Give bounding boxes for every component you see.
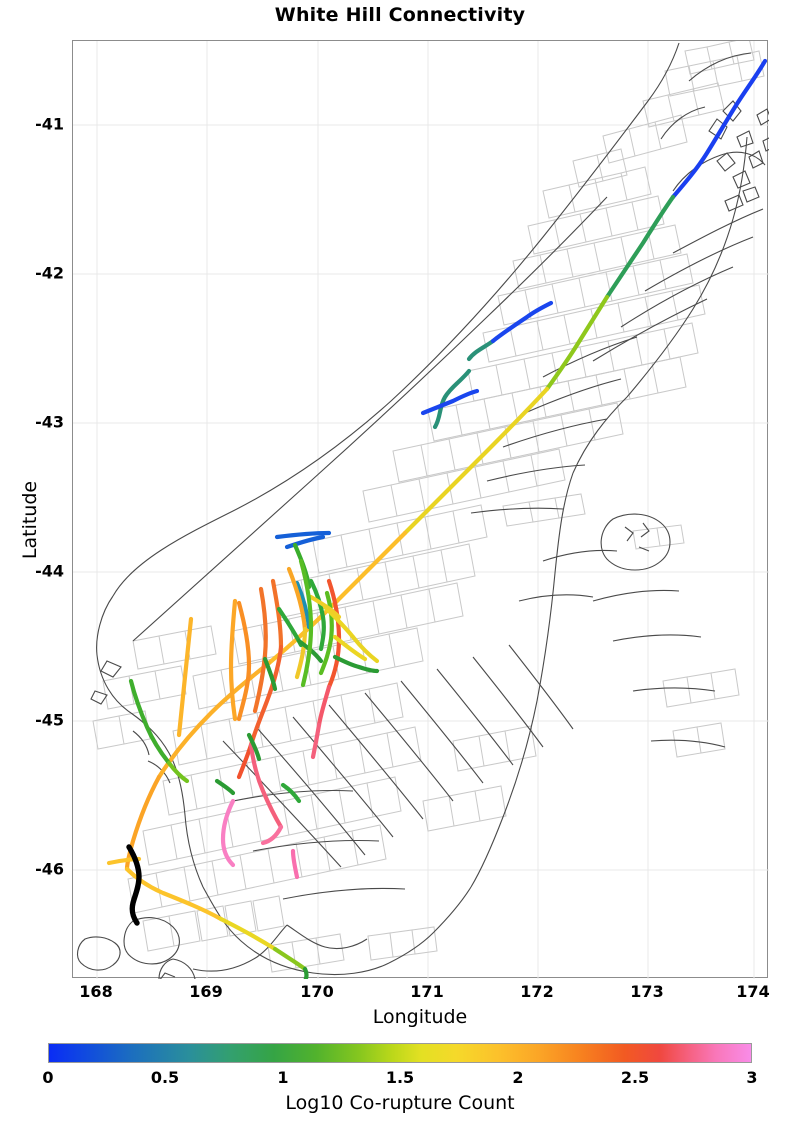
ytick-41: -41 (35, 114, 64, 134)
trace-ostler-green (318, 590, 334, 676)
trace-dunstan-b (270, 578, 284, 650)
trace-dunstan-a (252, 586, 268, 714)
trace-south-coast-yellow (124, 866, 224, 922)
trace-rakaia-green (308, 578, 326, 652)
trace-harper-blue (420, 388, 480, 416)
trace-nevis-a (236, 600, 252, 722)
trace-nevis-b (294, 626, 308, 680)
trace-alpine-north (604, 194, 676, 300)
ytick-45: -45 (35, 710, 64, 730)
connectivity-traces (106, 58, 768, 979)
map-svg (73, 41, 769, 979)
trace-pisa-b (236, 742, 254, 780)
colorbar-tick-1: 1 (277, 1068, 289, 1087)
colorbar[interactable] (48, 1043, 752, 1063)
colorbar-label: Log10 Co-rupture Count (285, 1092, 515, 1114)
trace-yellow-east-2 (350, 634, 380, 664)
trace-waipori-green (280, 782, 302, 804)
colorbar-tick-1-5: 1.5 (385, 1068, 415, 1087)
trace-moonlight-b (228, 598, 238, 722)
xtick-169: 169 (189, 982, 223, 1001)
trace-south-coast-green (272, 946, 308, 972)
trace-kelly-blue (490, 300, 554, 344)
colorbar-tick-3: 3 (746, 1068, 758, 1087)
trace-alpine-north-mid (544, 294, 610, 392)
y-axis-label: Latitude (19, 480, 41, 560)
gridlines (73, 41, 769, 979)
trace-titri-pink (260, 824, 284, 846)
xtick-172: 172 (520, 982, 554, 1001)
trace-moonlight-a (176, 616, 194, 738)
ytick-42: -42 (35, 263, 64, 283)
trace-south-coast-green-2 (302, 966, 309, 979)
white-hill-source-fault (126, 844, 142, 926)
trace-pisa-a (248, 644, 284, 748)
xtick-173: 173 (630, 982, 664, 1001)
trace-yellow-ne (308, 594, 342, 620)
trace-pisa-pink (220, 798, 236, 868)
trace-green-long (298, 558, 314, 688)
trace-rangitata (294, 580, 312, 630)
trace-hope-a (432, 368, 472, 430)
trace-hyde-red-2 (316, 684, 332, 728)
xtick-168: 168 (79, 982, 113, 1001)
colorbar-tick-0-5: 0.5 (150, 1068, 180, 1087)
xtick-171: 171 (410, 982, 444, 1001)
trace-blue-mtn-green (214, 778, 236, 796)
ytick-43: -43 (35, 412, 64, 432)
xtick-170: 170 (300, 982, 334, 1001)
trace-cardrona (286, 566, 308, 632)
trace-nevis-green (262, 656, 278, 692)
colorbar-tick-0: 0 (42, 1068, 54, 1087)
trace-taieri-salmon (310, 722, 322, 760)
trace-akatore (248, 742, 284, 830)
map-plot-area[interactable] (72, 40, 769, 979)
ytick-44: -44 (35, 561, 64, 581)
trace-alpine-main (402, 386, 550, 536)
xtick-174: 174 (736, 982, 770, 1001)
trace-green-d (356, 664, 380, 674)
trace-grandview-pink (290, 848, 300, 880)
x-axis-label: Longitude (372, 1006, 468, 1028)
colorbar-tick-2: 2 (512, 1068, 524, 1087)
colorbar-gradient (48, 1043, 752, 1063)
trace-old-man-green (246, 732, 262, 762)
trace-lake-heron (284, 534, 326, 550)
trace-fiordland-green (128, 678, 172, 766)
colorbar-tick-2-5: 2.5 (620, 1068, 650, 1087)
trace-marlborough-ne (670, 58, 768, 200)
coastline-and-faults (76, 42, 769, 979)
page-title: White Hill Connectivity (274, 4, 526, 26)
trace-fiordland-green-2 (166, 760, 190, 784)
trace-alpine-sw (124, 774, 162, 872)
trace-south-coast-yellow-2 (218, 916, 278, 952)
trace-porters-blue (274, 530, 332, 540)
ytick-46: -46 (35, 859, 64, 879)
trace-hope-b (466, 338, 496, 362)
trace-yellow-east-3 (332, 634, 368, 662)
trace-alpine-main-3 (156, 660, 272, 780)
